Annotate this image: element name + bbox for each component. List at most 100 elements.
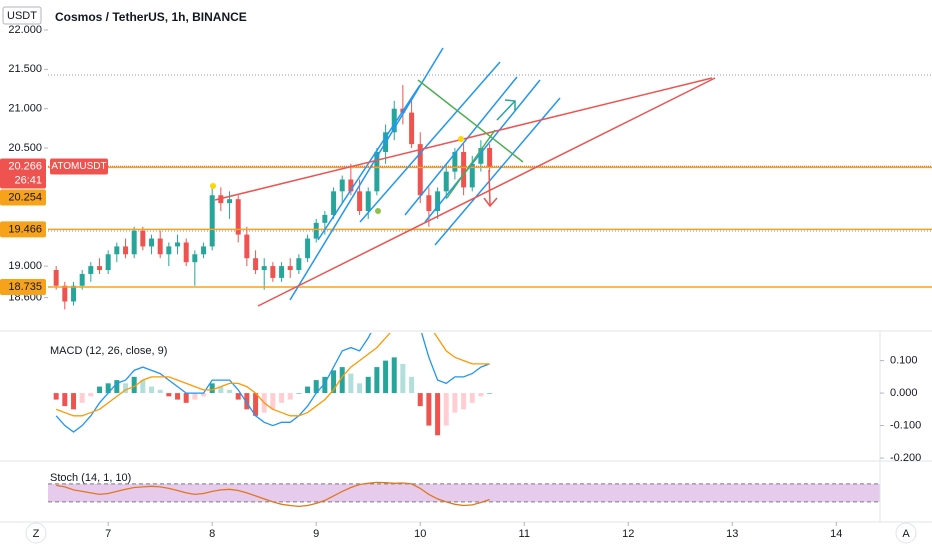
macd-histogram-bar	[183, 393, 189, 403]
macd-histogram-bar	[296, 393, 302, 394]
candle-body	[374, 151, 380, 192]
marker-dot	[210, 183, 216, 189]
macd-line	[55, 333, 490, 417]
macd-histogram-bar	[313, 380, 319, 394]
zoom-label[interactable]: Z	[33, 528, 40, 540]
x-tick-label: 10	[414, 528, 426, 540]
price-label-box	[0, 158, 46, 189]
macd-histogram-bar	[209, 383, 215, 394]
macd-title: MACD (12, 26, close, 9)	[50, 345, 167, 357]
macd-histogram-bar	[88, 393, 94, 397]
candle-body	[53, 270, 59, 286]
macd-histogram-bar	[443, 393, 449, 426]
candle-body	[114, 246, 120, 255]
macd-histogram-bar	[105, 383, 111, 394]
x-tick-label: 14	[830, 528, 842, 540]
trend-line	[404, 76, 518, 216]
price-label: 20.254	[8, 191, 42, 203]
y-tick-label: -0.100	[890, 419, 921, 431]
candle-body	[270, 266, 276, 278]
candle-body	[253, 258, 259, 271]
candle-body	[261, 266, 267, 271]
macd-histogram-bar	[279, 393, 285, 403]
trend-line	[424, 79, 541, 223]
auto-button[interactable]	[895, 522, 917, 544]
y-tick-label: 22.000	[8, 24, 42, 36]
y-tick-label: 20.500	[8, 142, 42, 154]
candle-body	[227, 199, 233, 204]
trend-line	[434, 97, 561, 246]
candle-body	[149, 238, 155, 247]
countdown: 26:41	[14, 174, 42, 186]
macd-histogram-bar	[97, 386, 103, 394]
macd-histogram-bar	[435, 393, 441, 436]
macd-histogram-bar	[140, 380, 146, 394]
macd-histogram-bar	[400, 363, 406, 394]
main-pane	[48, 74, 932, 310]
trend-line	[446, 129, 496, 199]
candle-body	[365, 191, 371, 212]
macd-histogram-bar	[131, 376, 137, 394]
x-tick-label: 13	[726, 528, 738, 540]
candle-body	[79, 273, 85, 286]
price-label-box	[0, 221, 46, 238]
auto-label[interactable]: A	[902, 528, 910, 540]
candle-body	[209, 195, 215, 247]
macd-histogram-bar	[175, 393, 181, 400]
candle-body	[287, 266, 293, 271]
macd-histogram-bar	[53, 393, 59, 400]
drawings	[210, 47, 716, 307]
zoom-button[interactable]	[25, 522, 47, 544]
macd-histogram-bar	[149, 386, 155, 394]
macd-histogram-bar	[201, 393, 207, 397]
candle-body	[105, 254, 111, 271]
macd-histogram-bar	[452, 393, 458, 413]
candle-body	[331, 191, 337, 215]
x-tick-label: 9	[313, 528, 319, 540]
stoch-line	[56, 481, 490, 508]
symbol-tag	[50, 158, 108, 175]
candle-body	[175, 242, 181, 247]
y-tick-label: 0.000	[890, 387, 918, 399]
stoch-pane	[48, 481, 880, 508]
macd-histogram-bar	[192, 393, 198, 400]
macd-histogram-bar	[322, 376, 328, 394]
macd-histogram-bar	[478, 393, 484, 397]
candle-body	[487, 148, 493, 167]
macd-histogram-bar	[469, 393, 475, 403]
candle-body	[279, 266, 285, 278]
x-tick-label: 7	[105, 528, 111, 540]
macd-histogram-bar	[357, 383, 363, 394]
macd-histogram-bar	[270, 393, 276, 410]
x-tick-label: 12	[622, 528, 634, 540]
x-tick-label: 8	[209, 528, 215, 540]
macd-histogram-bar	[218, 386, 224, 394]
price-label: 20.266	[8, 160, 42, 172]
candle-body	[244, 234, 250, 259]
macd-histogram-bar	[461, 393, 467, 410]
macd-histogram-bar	[287, 393, 293, 400]
chart-title: Cosmos / TetherUS, 1h, BINANCE	[55, 10, 247, 24]
candle-body	[71, 285, 77, 302]
currency[interactable]: USDT	[7, 10, 37, 22]
macd-pane	[53, 333, 493, 436]
candle-body	[391, 108, 397, 133]
macd-histogram-bar	[157, 389, 163, 394]
macd-histogram-bar	[114, 380, 120, 394]
candle-body	[339, 179, 345, 192]
green-lines	[417, 79, 524, 199]
candle-body	[123, 246, 129, 255]
trend-line	[417, 79, 524, 163]
candle-body	[478, 148, 484, 164]
macd-histogram-bar	[123, 383, 129, 394]
price-label-box	[0, 189, 46, 206]
candle-body	[131, 230, 137, 255]
y-tick-label: 19.000	[8, 260, 42, 272]
axes: USDT Cosmos / TetherUS, 1h, BINANCE MACD…	[0, 6, 932, 544]
macd-histogram-bar	[244, 393, 250, 410]
currency-box[interactable]	[2, 6, 42, 25]
y-tick-label: 21.500	[8, 63, 42, 75]
macd-histogram-bar	[348, 373, 354, 394]
